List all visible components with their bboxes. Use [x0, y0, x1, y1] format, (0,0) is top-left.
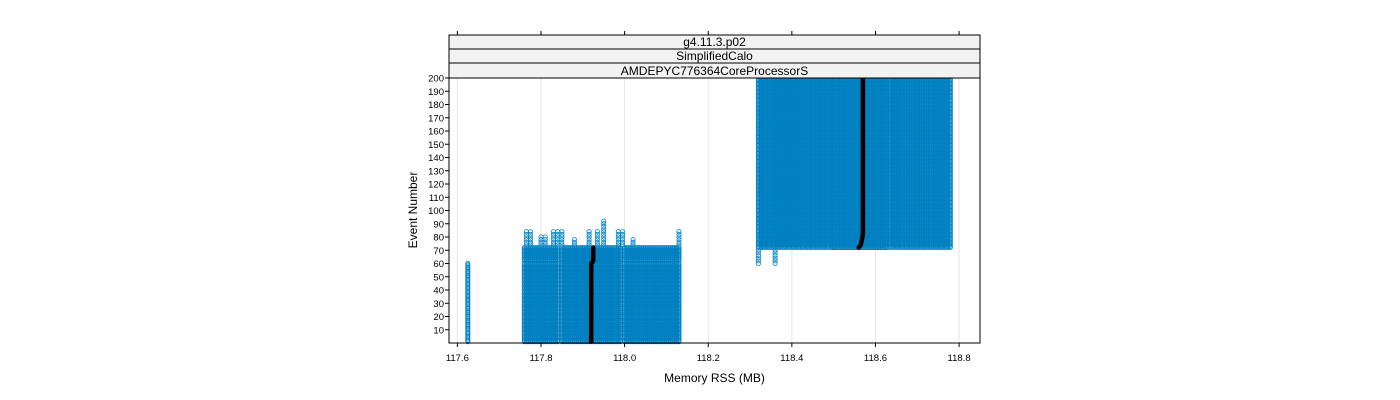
data-point — [465, 260, 471, 266]
data-points — [465, 75, 953, 345]
